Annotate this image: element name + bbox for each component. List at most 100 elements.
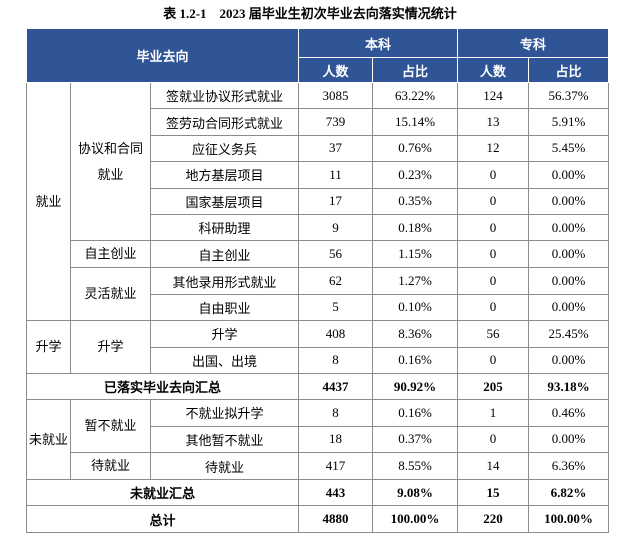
summary-cell: 205 (457, 372, 530, 401)
item-label: 其他暂不就业 (149, 425, 300, 454)
header-cell: 人数 (298, 57, 374, 83)
summary-cell: 220 (457, 505, 530, 533)
data-cell: 0 (457, 267, 530, 295)
summary-row: 已落实毕业去向汇总 4437 90.92% 205 93.18% (25, 372, 610, 401)
subgroup-label: 暂不就业 (70, 399, 151, 454)
data-cell: 0 (457, 240, 530, 269)
summary-cell: 100.00% (372, 505, 459, 533)
data-cell: 8 (298, 346, 374, 374)
item-label: 签就业协议形式就业 (149, 81, 300, 110)
data-cell: 0.10% (372, 293, 459, 322)
data-cell: 0.76% (372, 134, 459, 163)
data-cell: 62 (298, 267, 374, 295)
data-cell: 18 (298, 425, 374, 454)
data-cell: 8.36% (372, 320, 459, 348)
data-cell: 0 (457, 161, 530, 189)
data-cell: 0.00% (528, 161, 610, 189)
data-cell: 0.46% (528, 399, 610, 427)
summary-label: 总计 (25, 505, 300, 533)
header-row: 毕业去向 本科 专科 (25, 28, 610, 83)
header-cell: 占比 (528, 57, 610, 83)
item-label: 出国、出境 (149, 346, 300, 374)
data-row: 待就业 待就业 417 8.55% 14 6.36% (27, 452, 610, 481)
summary-row: 未就业汇总 443 9.08% 15 6.82% (25, 479, 610, 507)
data-row: 自主创业 自主创业 56 1.15% 0 0.00% (27, 240, 610, 269)
data-cell: 6.36% (528, 452, 610, 481)
item-label: 待就业 (149, 452, 300, 481)
data-cell: 37 (298, 134, 374, 163)
data-cell: 0.00% (528, 187, 610, 215)
data-cell: 5.91% (528, 108, 610, 136)
data-cell: 0 (457, 213, 530, 242)
data-cell: 739 (298, 108, 374, 136)
subgroup-label: 待就业 (70, 452, 151, 481)
subgroup-label: 协议和合同就业 (70, 81, 151, 242)
summary-cell: 4880 (298, 505, 374, 533)
data-cell: 25.45% (528, 320, 610, 348)
data-cell: 56 (457, 320, 530, 348)
header-cell: 毕业去向 (25, 28, 300, 83)
data-cell: 13 (457, 108, 530, 136)
data-cell: 17 (298, 187, 374, 215)
summary-cell: 9.08% (372, 479, 459, 507)
data-cell: 11 (298, 161, 374, 189)
header-group: 专科 (457, 28, 610, 58)
subgroup-label: 自主创业 (70, 240, 151, 269)
data-row: 其他暂不就业 18 0.37% 0 0.00% (27, 425, 610, 454)
summary-cell: 100.00% (528, 505, 610, 533)
data-cell: 0 (457, 187, 530, 215)
data-row: 科研助理 9 0.18% 0 0.00% (27, 213, 610, 242)
data-cell: 1.15% (372, 240, 459, 269)
item-label: 升学 (149, 320, 300, 348)
header-cell: 占比 (372, 57, 459, 83)
data-cell: 0.18% (372, 213, 459, 242)
data-cell: 1 (457, 399, 530, 427)
data-row: 升学 升学 升学 408 8.36% 56 25.45% (26, 320, 610, 374)
item-label: 地方基层项目 (149, 161, 300, 189)
item-label: 自主创业 (149, 240, 300, 269)
table-header: 毕业去向 本科 专科 人数 占比 人数 占比 (25, 28, 610, 83)
item-label: 其他录用形式就业 (149, 267, 300, 295)
data-row: 应征义务兵 37 0.76% 12 5.45% (27, 134, 610, 163)
table-title: 表 1.2-1 2023 届毕业生初次毕业去向落实情况统计 (163, 6, 457, 21)
data-cell: 0 (457, 293, 530, 322)
summary-label: 未就业汇总 (25, 479, 300, 507)
header-cell: 人数 (457, 57, 530, 83)
data-cell: 0.00% (528, 267, 610, 295)
summary-cell: 15 (457, 479, 530, 507)
section-label: 升学 (26, 320, 71, 374)
data-cell: 0.16% (372, 399, 459, 427)
data-cell: 0.00% (528, 213, 610, 242)
section-label: 就业 (26, 81, 71, 322)
data-cell: 63.22% (372, 81, 459, 110)
summary-label: 已落实毕业去向汇总 (25, 372, 300, 401)
data-cell: 0 (457, 425, 530, 454)
subgroup-label: 升学 (70, 320, 151, 374)
item-label: 科研助理 (149, 213, 300, 242)
data-cell: 0.37% (372, 425, 459, 454)
subgroup-label: 灵活就业 (70, 267, 151, 322)
summary-row: 总计 4880 100.00% 220 100.00% (25, 505, 610, 533)
item-label: 签劳动合同形式就业 (149, 108, 300, 136)
table: 毕业去向 本科 专科 人数 占比 人数 占比 就业 协议和合同就业 签就业协议形式就业 3085 6… (25, 28, 610, 533)
item-label: 应征义务兵 (149, 134, 300, 163)
item-label: 国家基层项目 (149, 187, 300, 215)
section-label: 未就业 (26, 399, 71, 481)
table-body: 就业 协议和合同就业 签就业协议形式就业 3085 63.22% 124 56.37% 签劳动… (25, 81, 610, 533)
summary-cell: 4437 (298, 372, 374, 401)
data-cell: 8.55% (372, 452, 459, 481)
data-cell: 0.35% (372, 187, 459, 215)
data-cell: 12 (457, 134, 530, 163)
data-cell: 0.23% (372, 161, 459, 189)
data-cell: 408 (298, 320, 374, 348)
header-group: 本科 (298, 28, 459, 58)
data-row: 未就业 暂不就业 不就业拟升学 8 0.16% 1 0.46% (26, 399, 610, 481)
item-label: 不就业拟升学 (149, 399, 300, 427)
data-cell: 0.00% (528, 293, 610, 322)
data-cell: 56 (298, 240, 374, 269)
data-cell: 0.00% (528, 425, 610, 454)
data-cell: 14 (457, 452, 530, 481)
summary-cell: 90.92% (372, 372, 459, 401)
data-cell: 1.27% (372, 267, 459, 295)
